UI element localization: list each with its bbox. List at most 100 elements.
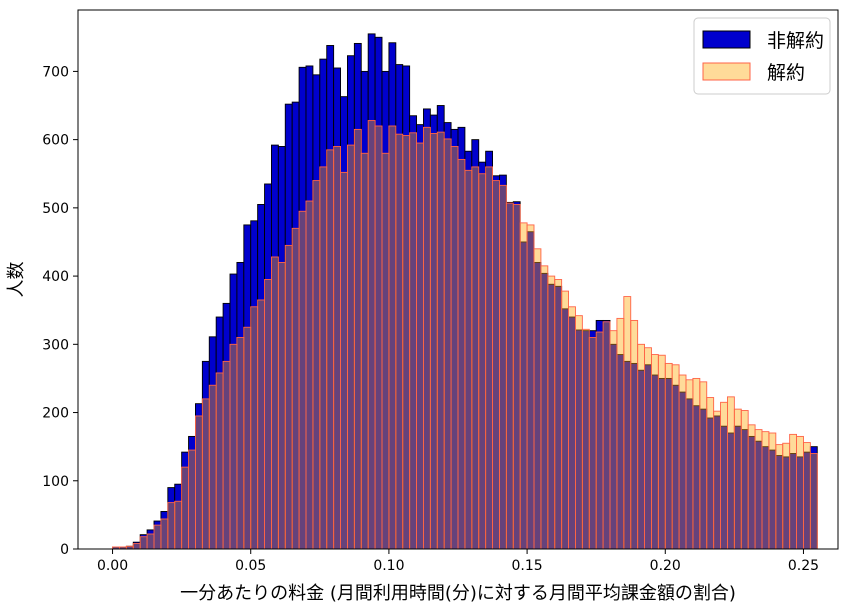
bar-cancel-14 [208,384,217,550]
bar-cancel-99 [796,435,804,550]
y-tick-label: 200 [42,406,69,422]
legend-label-noncancel: 非解約 [767,30,824,52]
bar-cancel-72 [609,330,618,550]
x-tick-label: 0.00 [97,558,128,574]
bar-cancel-32 [333,146,342,550]
bar-cancel-78 [651,354,659,550]
bar-cancel-45 [423,126,431,550]
bar-cancel-81 [671,364,680,550]
bar-cancel-21 [257,299,266,550]
bar-cancel-57 [505,202,514,550]
bar-cancel-42 [402,135,411,550]
y-tick-label: 400 [42,269,69,285]
legend-swatch-cancel [702,62,751,81]
bar-cancel-92 [747,424,756,550]
bar-cancel-62 [540,265,549,550]
bar-cancel-18 [236,337,245,550]
bar-cancel-8 [167,502,176,550]
x-axis-label: 一分あたりの料金 (月間利用時間(分)に対する月間平均課金額の割合) [180,583,736,604]
y-tick-label: 100 [42,474,69,490]
bar-cancel-63 [547,275,556,550]
y-tick-label: 0 [60,542,69,558]
bar-cancel-5 [146,533,155,550]
bar-cancel-15 [215,372,224,550]
bar-cancel-6 [153,524,162,550]
legend-swatch-noncancel [702,30,751,49]
x-tick-label: 0.20 [650,558,681,574]
bar-cancel-24 [277,261,286,550]
bar-cancel-97 [782,442,791,550]
bar-cancel-11 [188,449,196,550]
bar-cancel-16 [222,360,231,550]
bar-cancel-36 [360,152,369,550]
y-axis: 0 100 200 300 400 500 600 700 [42,64,78,558]
bar-cancel-40 [388,125,397,550]
bar-cancel-50 [457,158,466,550]
bar-cancel-30 [319,166,328,550]
bar-cancel-35 [353,128,362,550]
series-noncancel-bars [112,33,818,550]
bar-cancel-29 [312,180,321,550]
bar-cancel-66 [568,306,576,550]
bar-cancel-7 [160,518,169,550]
legend-label-cancel: 解約 [767,62,805,84]
bar-cancel-23 [271,256,279,550]
bar-cancel-27 [298,210,307,550]
bar-cancel-47 [436,131,445,550]
bar-cancel-55 [492,180,500,550]
bar-cancel-64 [554,279,563,550]
bar-cancel-25 [284,244,293,550]
bar-cancel-38 [374,125,383,550]
bar-cancel-73 [616,317,625,550]
bar-cancel-67 [575,315,583,550]
x-tick-label: 0.15 [512,558,543,574]
bar-cancel-75 [630,319,639,550]
bar-cancel-82 [678,374,687,550]
y-tick-label: 700 [42,64,69,80]
bar-cancel-41 [395,133,404,550]
bar-cancel-76 [637,343,646,550]
bar-cancel-86 [706,397,715,550]
bar-cancel-34 [347,144,355,550]
bar-cancel-70 [595,331,604,550]
bar-cancel-54 [485,166,494,550]
bar-cancel-69 [588,337,597,550]
bar-cancel-87 [713,410,722,550]
bar-cancel-95 [768,432,777,550]
y-tick-label: 500 [42,201,69,217]
bar-cancel-26 [291,227,300,550]
bar-cancel-98 [789,433,798,550]
bar-cancel-84 [692,377,701,550]
bar-cancel-39 [381,152,390,550]
bar-cancel-68 [581,328,590,550]
bar-cancel-94 [761,431,770,550]
x-tick-label: 0.05 [235,558,266,574]
bar-cancel-43 [409,132,418,550]
bar-cancel-100 [803,442,811,550]
bar-cancel-71 [602,321,611,550]
bar-cancel-13 [201,398,210,550]
bar-cancel-96 [775,444,784,550]
x-tick-label: 0.10 [373,558,404,574]
bar-cancel-61 [533,248,542,550]
bar-cancel-83 [685,379,694,550]
bar-cancel-79 [657,354,666,550]
bar-cancel-37 [367,120,376,550]
bar-cancel-90 [733,408,742,550]
legend: 非解約 解約 [693,17,831,95]
bar-cancel-93 [754,429,763,550]
bar-cancel-56 [499,184,507,550]
bar-cancel-46 [429,133,438,550]
bar-cancel-4 [139,536,148,550]
bar-cancel-85 [699,381,708,550]
bar-cancel-58 [512,203,521,550]
bar-cancel-49 [450,146,459,550]
bar-cancel-59 [519,222,528,550]
x-axis: 0.00 0.05 0.10 0.15 0.20 0.25 [97,549,819,574]
bar-cancel-31 [326,149,335,550]
bar-cancel-77 [644,347,652,550]
x-tick-label: 0.25 [788,558,819,574]
y-tick-label: 600 [42,133,69,149]
bar-cancel-52 [471,166,480,550]
bar-cancel-88 [720,401,728,550]
